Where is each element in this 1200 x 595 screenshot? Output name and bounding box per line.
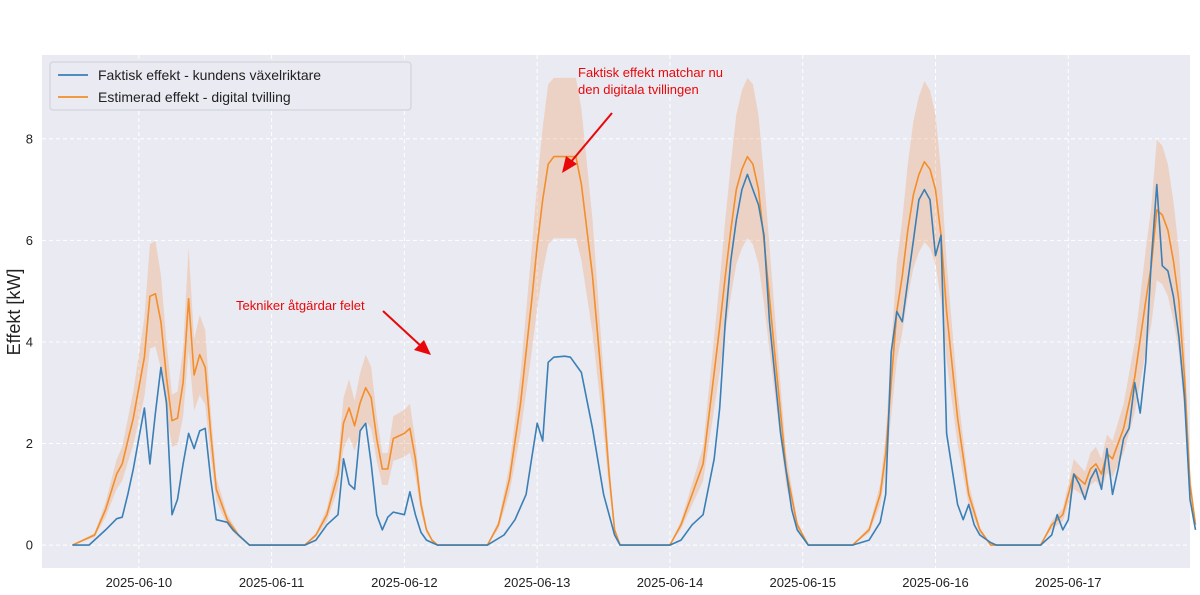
- x-tick-label: 2025-06-13: [504, 575, 571, 590]
- estimate-band: [72, 77, 1196, 546]
- annotation-technician-arrowhead: [414, 340, 431, 355]
- annotation-technician-arrow: [382, 310, 423, 348]
- legend-label-actual: Faktisk effekt - kundens växelriktare: [98, 67, 321, 83]
- y-tick-label: 4: [26, 334, 33, 349]
- annotation-match-line-1: Faktisk effekt matchar nu: [578, 65, 723, 80]
- legend: Faktisk effekt - kundens växelriktare Es…: [49, 61, 412, 111]
- y-axis-label: Effekt [kW]: [4, 269, 24, 356]
- y-tick-label: 0: [26, 538, 33, 553]
- estimate-band-area: [72, 77, 1196, 546]
- x-tick-label: 2025-06-17: [1035, 575, 1102, 590]
- annotation-match-text: Faktisk effekt matchar nu den digitala t…: [578, 65, 727, 97]
- annotation-match-line-2: den digitala tvillingen: [578, 82, 699, 97]
- grid: [42, 55, 1190, 568]
- x-tick-label: 2025-06-10: [106, 575, 173, 590]
- y-tick-label: 6: [26, 233, 33, 248]
- annotation-match: Faktisk effekt matchar nu den digitala t…: [562, 65, 727, 173]
- annotation-technician-text: Tekniker åtgärdar felet: [236, 298, 365, 313]
- x-tick-label: 2025-06-15: [769, 575, 836, 590]
- x-tick-label: 2025-06-16: [902, 575, 969, 590]
- x-axis: 2025-06-10 2025-06-11 2025-06-12 2025-06-13…: [106, 575, 1102, 590]
- y-tick-label: 2: [26, 436, 33, 451]
- series-line-actual: [72, 173, 1197, 546]
- x-tick-label: 2025-06-11: [239, 575, 305, 590]
- y-tick-label: 8: [26, 131, 33, 146]
- series-lines: [72, 155, 1197, 546]
- annotation-technician: Tekniker åtgärdar felet: [236, 298, 431, 355]
- legend-label-estimated: Estimerad effekt - digital tvilling: [98, 89, 291, 105]
- y-axis: 0 2 4 6 8: [26, 131, 33, 552]
- annotation-match-arrow: [569, 112, 613, 164]
- annotation-match-arrowhead: [562, 156, 577, 173]
- x-tick-label: 2025-06-12: [371, 575, 438, 590]
- legend-box: [49, 61, 412, 111]
- x-tick-label: 2025-06-14: [637, 575, 704, 590]
- plot-background: [42, 55, 1190, 568]
